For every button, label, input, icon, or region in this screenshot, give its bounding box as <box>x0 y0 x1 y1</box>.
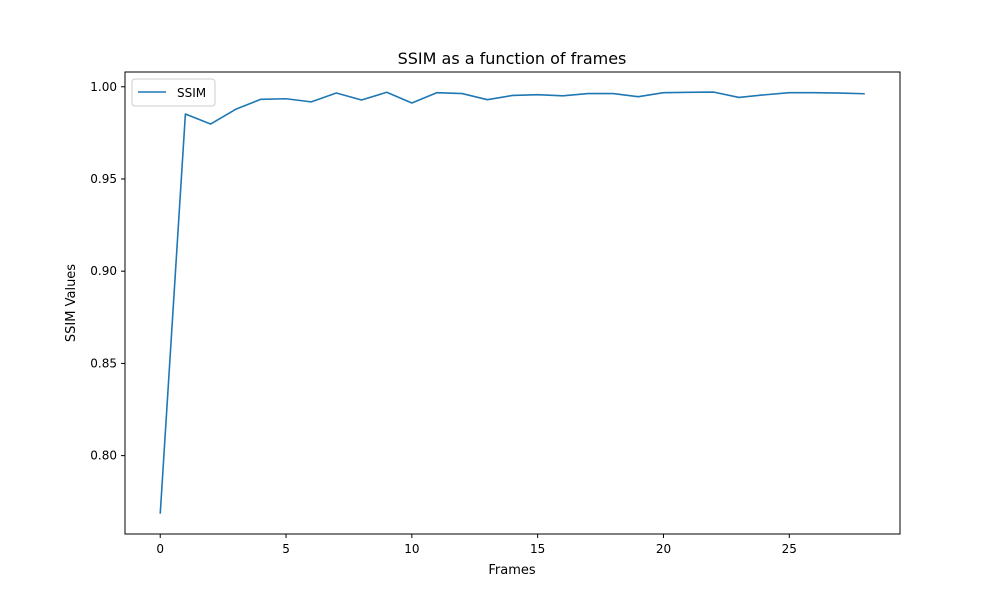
y-tick-label: 0.95 <box>90 172 117 186</box>
x-tick-label: 25 <box>782 542 797 556</box>
legend-box <box>131 78 216 107</box>
x-tick-label: 10 <box>404 542 419 556</box>
series-line-ssim <box>159 91 865 514</box>
legend-label-ssim: SSIM <box>177 86 206 100</box>
x-tick-label: 15 <box>530 542 545 556</box>
x-tick-label: 20 <box>656 542 671 556</box>
y-tick-label: 1.00 <box>90 80 117 94</box>
plot-frame <box>124 71 901 535</box>
x-tick-label: 0 <box>156 542 164 556</box>
y-tick-label: 0.85 <box>90 356 117 370</box>
y-tick-label: 0.90 <box>90 264 117 278</box>
x-tick-label: 5 <box>282 542 290 556</box>
chart-title: SSIM as a function of frames <box>398 49 627 68</box>
y-axis-label: SSIM Values <box>64 264 79 342</box>
plot-area: 0 5 10 15 20 25 0.80 0.85 0.90 0.95 1.00 SSIM <box>90 71 901 556</box>
x-axis-label: Frames <box>488 563 536 578</box>
y-tick-label: 0.80 <box>90 449 117 463</box>
